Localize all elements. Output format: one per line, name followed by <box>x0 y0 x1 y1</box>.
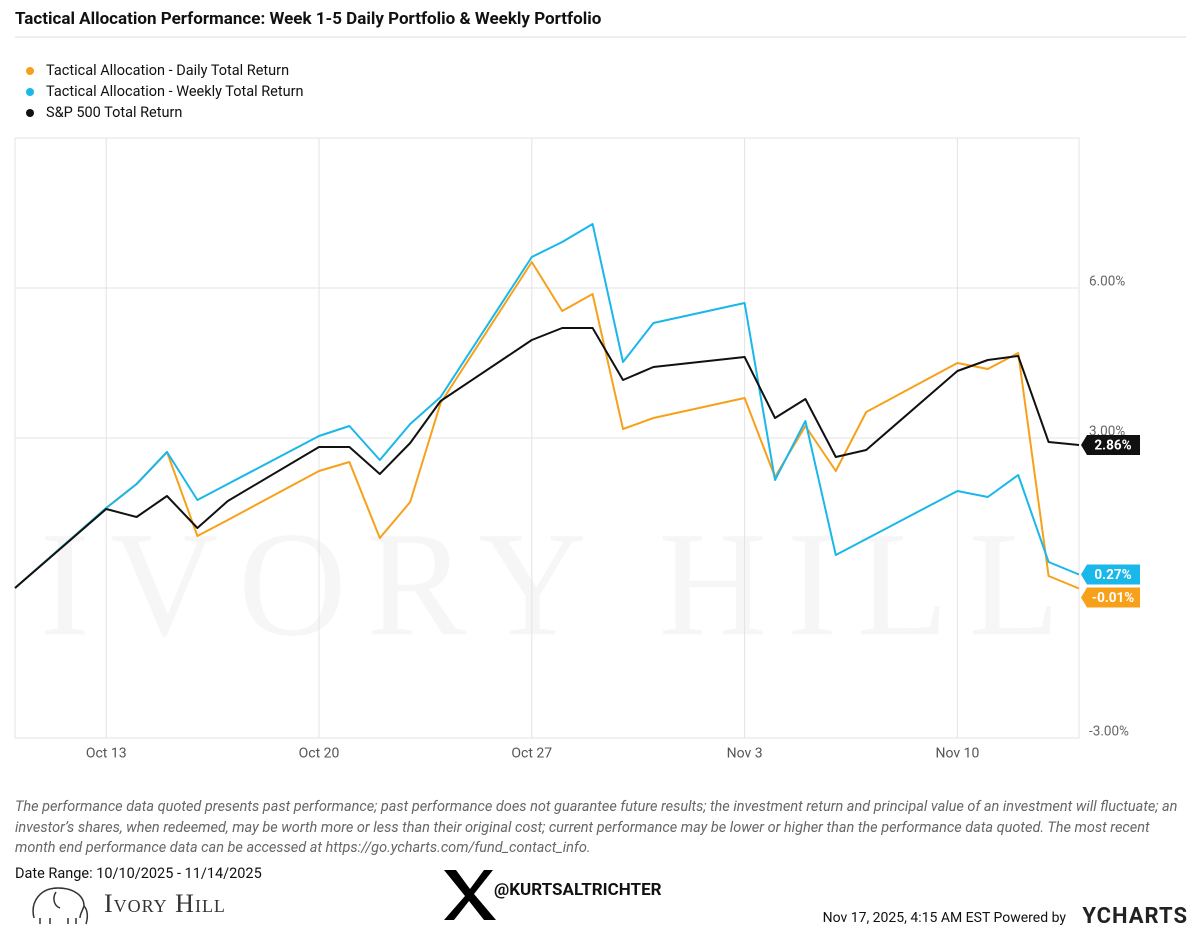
end-label: -0.01% <box>1081 587 1140 608</box>
brand: YCHARTS <box>1082 904 1188 929</box>
series-line <box>14 327 1080 589</box>
end-label: 2.86% <box>1081 435 1140 455</box>
x-logo <box>444 870 496 920</box>
x-tick-label: Oct 13 <box>86 746 127 762</box>
legend-swatch <box>26 109 34 117</box>
end-label-box <box>1081 587 1140 608</box>
series-line <box>14 223 1080 589</box>
legend-label: Tactical Allocation - Weekly Total Retur… <box>46 83 304 100</box>
end-label-text: 0.27% <box>1094 567 1131 583</box>
date-range: Date Range: 10/10/2025 - 11/14/2025 <box>15 865 262 882</box>
legend-label: Tactical Allocation - Daily Total Return <box>46 62 289 79</box>
end-label-text: 2.86% <box>1094 438 1131 454</box>
y-tick-label: -3.00% <box>1089 724 1129 740</box>
x-tick-label: Oct 27 <box>511 746 552 762</box>
legend-swatch <box>26 67 34 75</box>
handle: @KURTSALTRICHTER <box>494 880 662 900</box>
end-label-box <box>1081 435 1140 455</box>
logo-text: Ivory Hill <box>104 889 226 918</box>
y-tick-label: 6.00% <box>1089 274 1125 290</box>
chart-title: Tactical Allocation Performance: Week 1-… <box>15 9 602 29</box>
legend-label: S&P 500 Total Return <box>46 104 182 121</box>
end-label: 0.27% <box>1081 564 1140 585</box>
elephant-logo <box>32 887 89 925</box>
x-tick-label: Nov 10 <box>935 746 979 762</box>
legend-swatch <box>26 88 34 96</box>
timestamp: Nov 17, 2025, 4:15 AM EST Powered by <box>822 910 1066 926</box>
x-tick-label: Oct 20 <box>299 746 340 762</box>
x-tick-label: Nov 3 <box>727 746 763 762</box>
end-label-box <box>1081 564 1140 585</box>
end-label-text: -0.01% <box>1092 590 1134 606</box>
series-line <box>14 261 1080 590</box>
disclaimer: The performance data quoted presents pas… <box>15 798 1178 856</box>
